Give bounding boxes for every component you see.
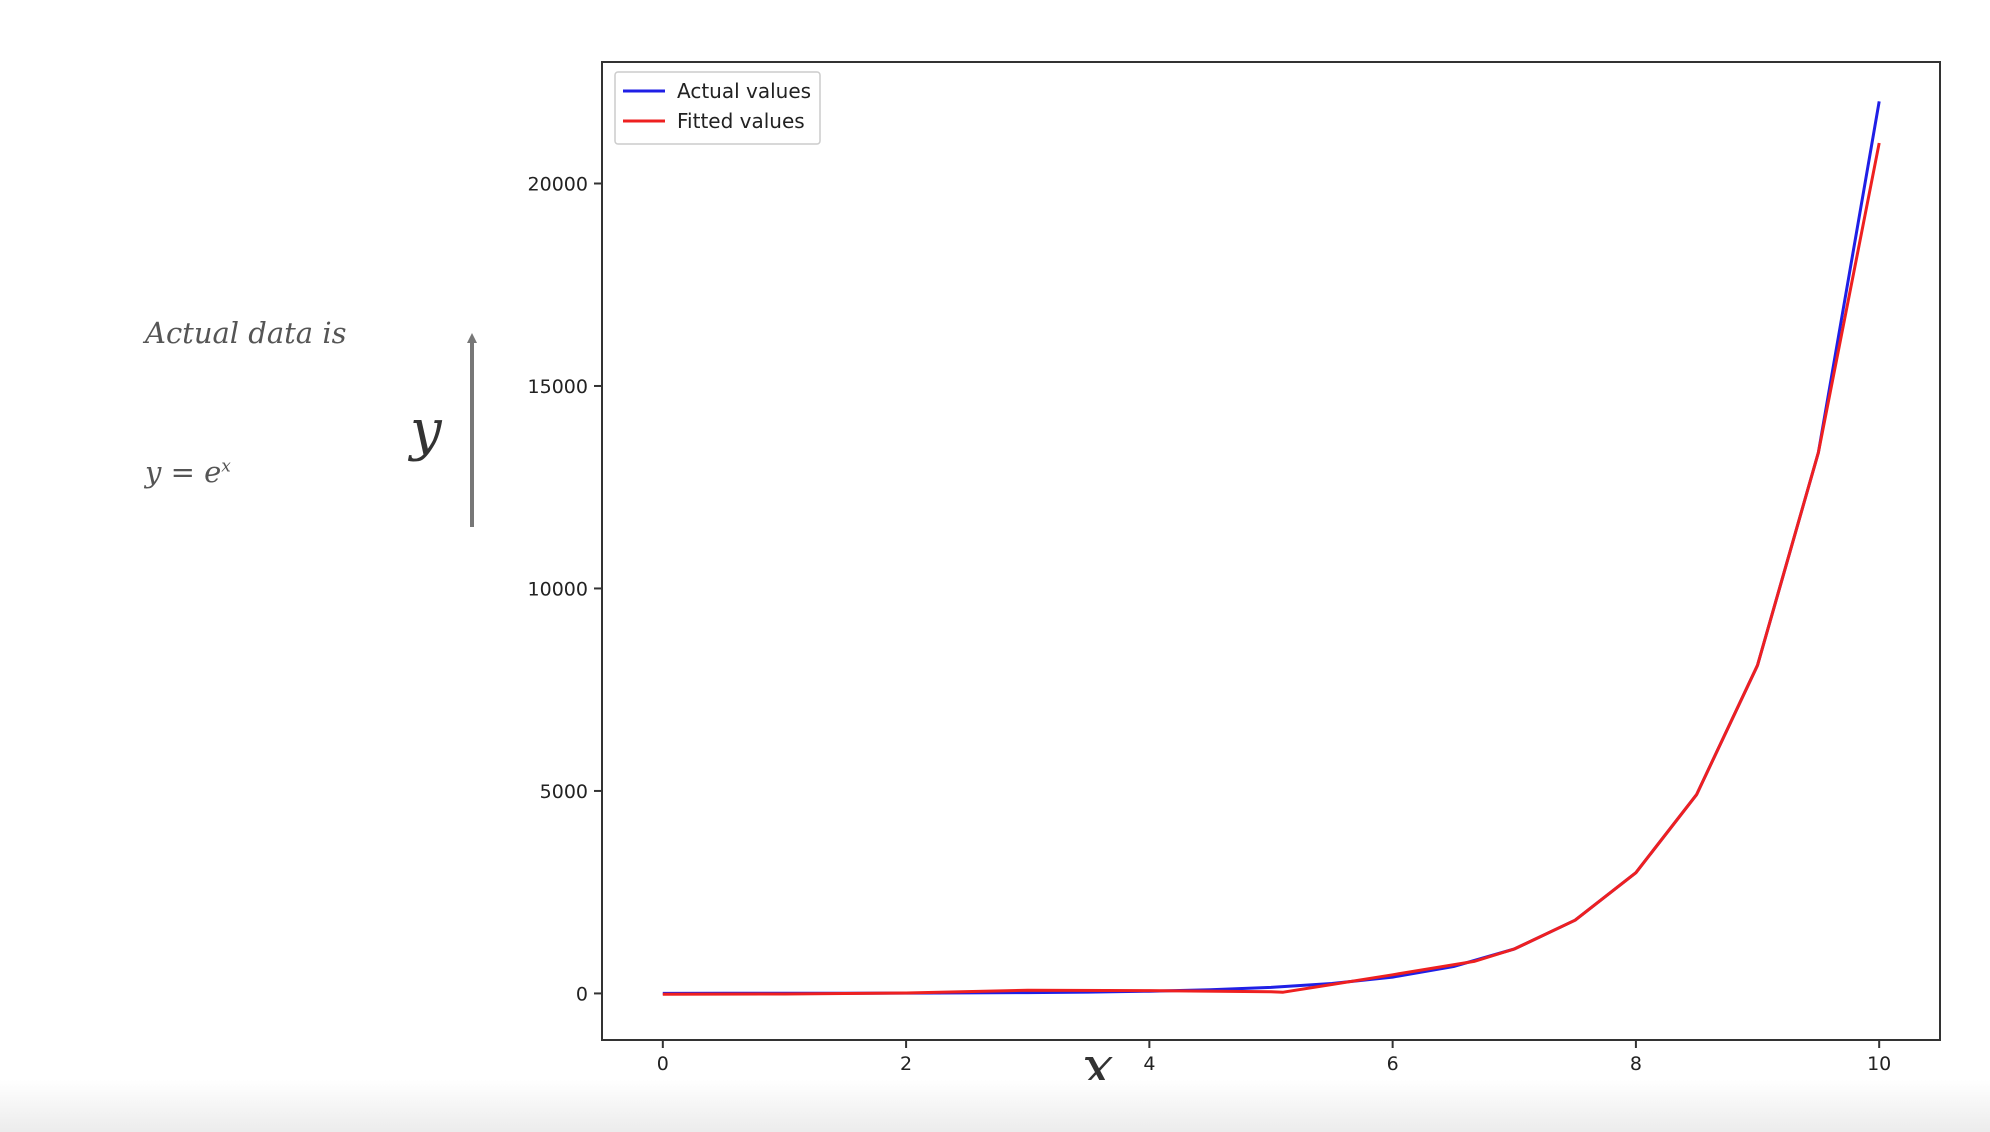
- x-tick-label: 2: [900, 1053, 912, 1075]
- y-direction-label: y: [410, 398, 442, 463]
- bottom-shade: [0, 1080, 1990, 1132]
- axes-layer: 0 2 4 6 8 10 0 5000 10000 15000 20000: [528, 173, 1892, 1075]
- legend-box: [614, 71, 821, 145]
- plot-area: [601, 61, 1941, 1041]
- series-line-fitted: [662, 142, 1881, 996]
- annotation-actual-data: Actual data is: [145, 316, 347, 350]
- y-tick-label: 20000: [528, 173, 588, 195]
- equation-exponent: x: [221, 456, 231, 477]
- y-tick-label: 0: [576, 983, 588, 1005]
- legend-label: Actual values: [677, 79, 811, 103]
- y-tick-label: 15000: [528, 376, 588, 398]
- x-tick-label: 10: [1867, 1053, 1891, 1075]
- series-layer: [662, 101, 1881, 996]
- legend-label: Fitted values: [677, 109, 805, 133]
- plot-frame: [601, 61, 1941, 1041]
- y-tick-label: 10000: [528, 578, 588, 600]
- x-tick-label: 6: [1387, 1053, 1399, 1075]
- legend: Actual values Fitted values: [614, 71, 821, 145]
- x-tick-label: 0: [657, 1053, 669, 1075]
- x-tick-label: 8: [1630, 1053, 1642, 1075]
- x-tick-label: 4: [1143, 1053, 1155, 1075]
- annotation-equation: y = ex: [145, 455, 231, 489]
- y-tick-label: 5000: [540, 781, 588, 803]
- equation-base: y = e: [145, 455, 222, 489]
